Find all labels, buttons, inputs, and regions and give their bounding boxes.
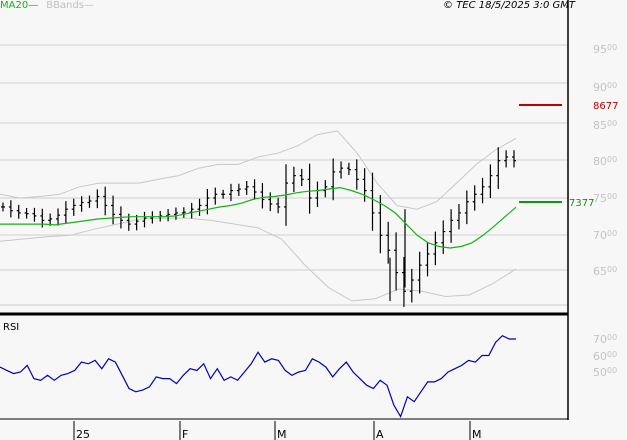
ma20-line — [0, 186, 517, 249]
price-tick-label: 9000 — [593, 81, 617, 94]
price-axis: 9500 9000 8500 8000 7500 7000 6500 — [593, 43, 617, 278]
price-tick-label: 7000 — [593, 229, 617, 242]
time-tick-label: F — [182, 428, 188, 440]
price-gridlines — [0, 44, 568, 306]
ma20-value-label: 7377 — [569, 198, 594, 209]
price-tick-label: 9500 — [593, 43, 617, 56]
legend-bbands: BBands— — [46, 0, 94, 11]
rsi-axis: 7000 6000 5000 — [593, 333, 617, 379]
rsi-line — [0, 334, 516, 419]
time-axis: 25 F M A M — [73, 421, 482, 440]
rsi-tick-label: 7000 — [593, 333, 617, 346]
rsi-title: RSI — [3, 322, 19, 333]
time-tick-label: M — [472, 428, 482, 440]
resistance-label: 8677 — [593, 101, 618, 112]
time-tick-label: M — [277, 428, 287, 440]
copyright-text: © TEC 18/5/2025 3:0 GMT — [443, 0, 575, 11]
time-tick-label: A — [376, 428, 384, 440]
price-tick-label: 7500 — [593, 192, 617, 205]
ohlc-bars — [1, 147, 516, 307]
time-tick-label: 25 — [76, 428, 90, 440]
rsi-tick-label: 6000 — [593, 350, 617, 363]
price-tick-label: 8000 — [593, 155, 617, 168]
bollinger-lower-band — [0, 217, 517, 302]
bollinger-upper-band — [0, 130, 517, 210]
price-tick-label: 6500 — [593, 265, 617, 278]
price-tick-label: 8500 — [593, 119, 617, 132]
chart-legend: MA20— BBands— — [0, 0, 94, 12]
legend-ma20: MA20— — [0, 0, 39, 11]
rsi-tick-label: 5000 — [593, 366, 617, 379]
